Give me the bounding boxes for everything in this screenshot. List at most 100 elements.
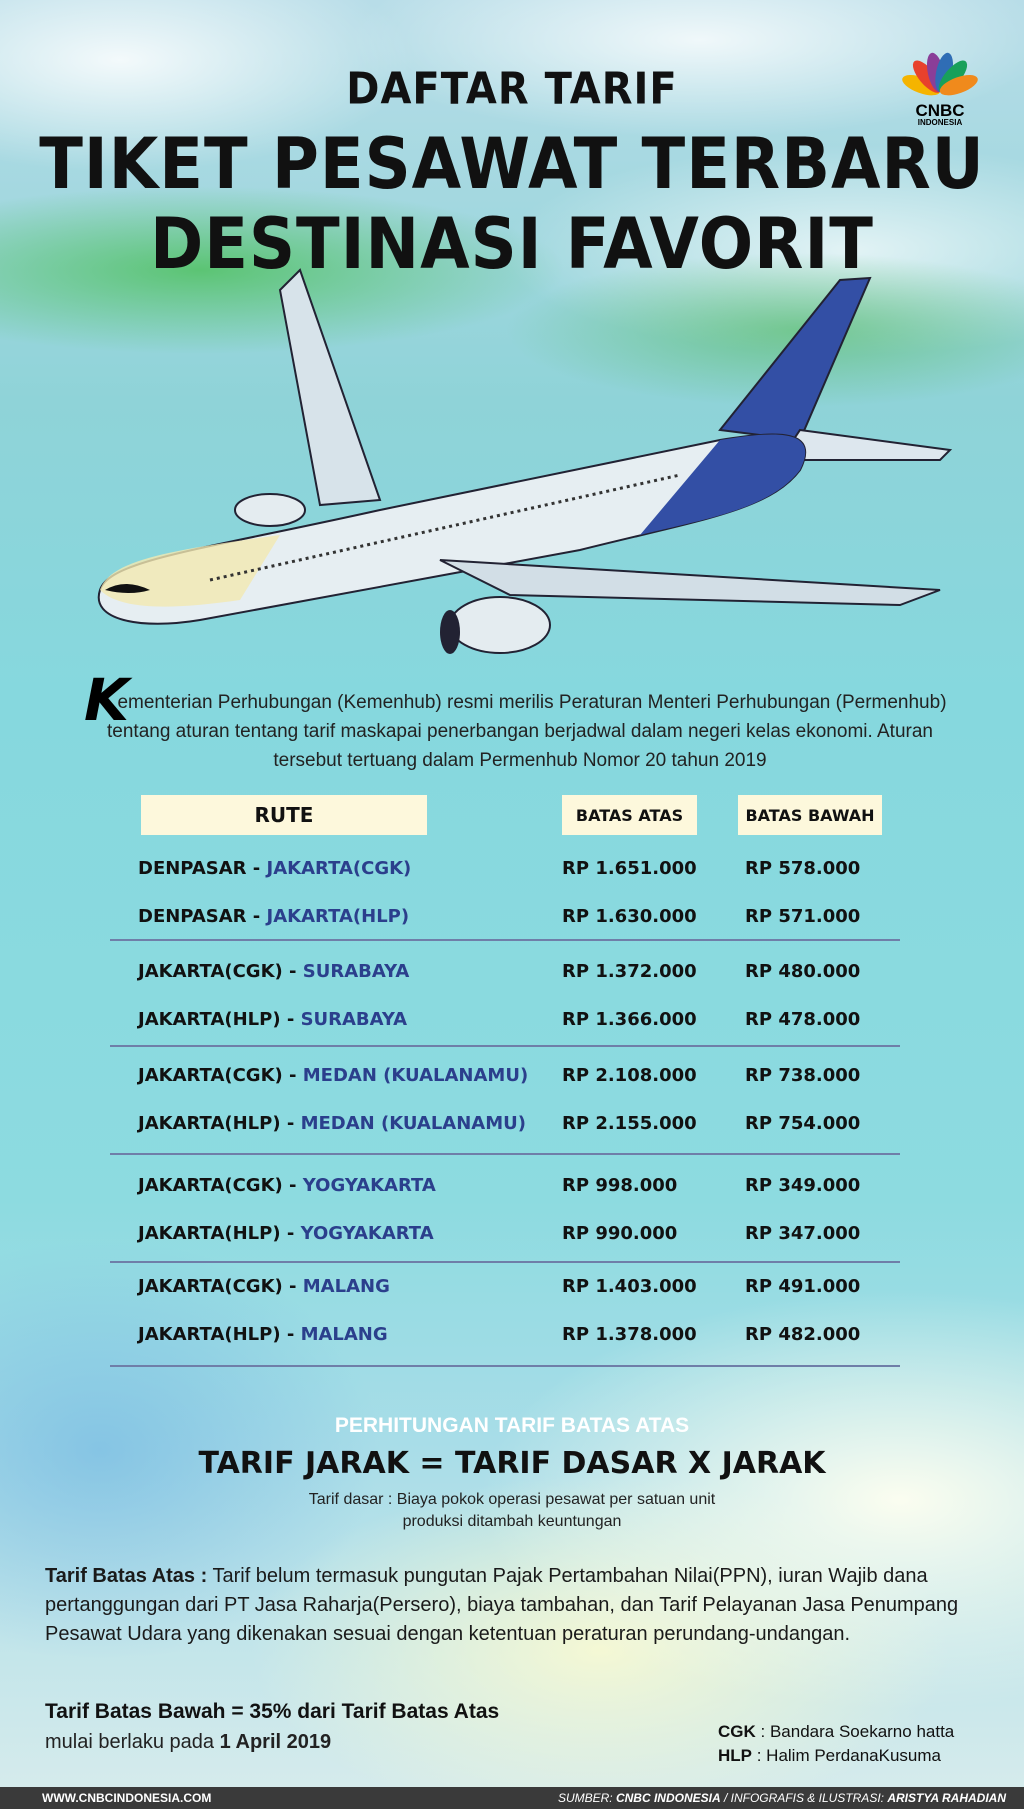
lower-fare: RP 478.000 bbox=[745, 1009, 861, 1030]
route-origin: DENPASAR - bbox=[138, 906, 267, 927]
route: JAKARTA(CGK) - MALANG bbox=[138, 1276, 390, 1297]
legend-cgk: CGK : Bandara Soekarno hatta bbox=[718, 1722, 954, 1742]
effective-date: 1 April 2019 bbox=[219, 1731, 332, 1753]
lower-fare: RP 482.000 bbox=[745, 1324, 861, 1345]
cnbc-logo: CNBC INDONESIA bbox=[898, 48, 982, 127]
route: DENPASAR - JAKARTA(HLP) bbox=[138, 906, 409, 927]
lower-definition: Tarif Batas Bawah = 35% dari Tarif Batas… bbox=[45, 1700, 500, 1723]
cgk-label: CGK bbox=[718, 1722, 756, 1741]
route: JAKARTA(HLP) - SURABAYA bbox=[138, 1009, 407, 1030]
intro-paragraph: K ementerian Perhubungan (Kemenhub) resm… bbox=[80, 666, 960, 775]
table-row: JAKARTA(CGK) - MEDAN (KUALANAMU) RP 2.108… bbox=[0, 1065, 1024, 1095]
upper-fare: RP 998.000 bbox=[562, 1175, 678, 1196]
route-destination: SURABAYA bbox=[302, 961, 410, 982]
table-row: JAKARTA(CGK) - SURABAYA RP 1.372.000 RP 48… bbox=[0, 961, 1024, 991]
logo-text: CNBC bbox=[915, 101, 965, 120]
upper-fare: RP 1.630.000 bbox=[562, 906, 697, 927]
route: DENPASAR - JAKARTA(CGK) bbox=[138, 858, 411, 879]
route-destination: JAKARTA(CGK) bbox=[266, 858, 412, 879]
calc-note-2: produksi ditambah keuntungan bbox=[402, 1513, 622, 1530]
legend-hlp: HLP : Halim PerdanaKusuma bbox=[718, 1746, 941, 1766]
intro-text: ementerian Perhubungan (Kemenhub) resmi … bbox=[107, 692, 947, 771]
upper-fare: RP 1.378.000 bbox=[562, 1324, 697, 1345]
table-row: JAKARTA(HLP) - YOGYAKARTA RP 990.000 RP 34… bbox=[0, 1223, 1024, 1253]
route-destination: MALANG bbox=[302, 1276, 390, 1297]
route-origin: JAKARTA(HLP) - bbox=[138, 1324, 301, 1345]
source-prefix: SUMBER: bbox=[557, 1791, 616, 1805]
upper-def-text: Tarif belum termasuk pungutan Pajak Pert… bbox=[45, 1565, 959, 1645]
route-origin: JAKARTA(HLP) - bbox=[138, 1113, 301, 1134]
table-row: JAKARTA(CGK) - MALANG RP 1.403.000 RP 491.… bbox=[0, 1276, 1024, 1306]
route-origin: JAKARTA(HLP) - bbox=[138, 1223, 301, 1244]
route-destination: MEDAN (KUALANAMU) bbox=[300, 1113, 526, 1134]
header-route: RUTE bbox=[141, 795, 427, 835]
table-row: DENPASAR - JAKARTA(HLP) RP 1.630.000 RP 57… bbox=[0, 906, 1024, 936]
route-destination: SURABAYA bbox=[300, 1009, 408, 1030]
airplane-illustration bbox=[97, 268, 953, 654]
upper-fare: RP 1.403.000 bbox=[562, 1276, 697, 1297]
title-line3: DESTINASI FAVORIT bbox=[150, 204, 874, 286]
title-line1: DAFTAR TARIF bbox=[346, 63, 678, 115]
footer-website[interactable]: WWW.CNBCINDONESIA.COM bbox=[42, 1791, 212, 1805]
lower-fare: RP 571.000 bbox=[745, 906, 861, 927]
upper-fare: RP 1.366.000 bbox=[562, 1009, 697, 1030]
source: CNBC INDONESIA bbox=[615, 1791, 721, 1805]
effective-date-line: mulai berlaku pada 1 April 2019 bbox=[45, 1731, 331, 1754]
calc-formula: TARIF JARAK = TARIF DASAR X JARAK bbox=[198, 1446, 826, 1481]
drop-cap: K bbox=[84, 666, 129, 734]
title-line2: TIKET PESAWAT TERBARU bbox=[39, 124, 985, 206]
route: JAKARTA(HLP) - MALANG bbox=[138, 1324, 388, 1345]
upper-fare: RP 990.000 bbox=[562, 1223, 678, 1244]
cgk-text: : Bandara Soekarno hatta bbox=[755, 1722, 955, 1741]
route-destination: MEDAN (KUALANAMU) bbox=[302, 1065, 529, 1086]
upper-fare: RP 1.651.000 bbox=[562, 858, 697, 879]
effective-prefix: mulai berlaku pada bbox=[45, 1731, 220, 1753]
row-divider bbox=[110, 939, 900, 941]
route: JAKARTA(CGK) - MEDAN (KUALANAMU) bbox=[138, 1065, 528, 1086]
lower-fare: RP 480.000 bbox=[745, 961, 861, 982]
route-origin: DENPASAR - bbox=[138, 858, 267, 879]
credit: ARISTYA RAHADIAN bbox=[887, 1791, 1006, 1805]
hlp-text: : Halim PerdanaKusuma bbox=[752, 1746, 941, 1765]
table-row: JAKARTA(HLP) - SURABAYA RP 1.366.000 RP 47… bbox=[0, 1009, 1024, 1039]
route-destination: MALANG bbox=[300, 1324, 388, 1345]
route: JAKARTA(CGK) - SURABAYA bbox=[138, 961, 409, 982]
upper-definition: Tarif Batas Atas : Tarif belum termasuk … bbox=[45, 1562, 965, 1649]
lower-fare: RP 578.000 bbox=[745, 858, 861, 879]
route-destination: JAKARTA(HLP) bbox=[266, 906, 410, 927]
route-origin: JAKARTA(CGK) - bbox=[138, 1065, 303, 1086]
lower-fare: RP 347.000 bbox=[745, 1223, 861, 1244]
route-origin: JAKARTA(HLP) - bbox=[138, 1009, 301, 1030]
hlp-label: HLP bbox=[718, 1746, 752, 1765]
route-origin: JAKARTA(CGK) - bbox=[138, 961, 303, 982]
row-divider bbox=[110, 1045, 900, 1047]
table-row: JAKARTA(HLP) - MALANG RP 1.378.000 RP 482.… bbox=[0, 1324, 1024, 1354]
table-row: JAKARTA(HLP) - MEDAN (KUALANAMU) RP 2.155… bbox=[0, 1113, 1024, 1143]
row-divider bbox=[110, 1153, 900, 1155]
lower-fare: RP 349.000 bbox=[745, 1175, 861, 1196]
route: JAKARTA(HLP) - MEDAN (KUALANAMU) bbox=[138, 1113, 526, 1134]
footer-credits: SUMBER: CNBC INDONESIA / INFOGRAFIS & IL… bbox=[558, 1791, 1006, 1805]
upper-def-label: Tarif Batas Atas : bbox=[45, 1565, 208, 1587]
peacock-icon bbox=[902, 52, 978, 96]
route-destination: YOGYAKARTA bbox=[300, 1223, 434, 1244]
route: JAKARTA(HLP) - YOGYAKARTA bbox=[138, 1223, 434, 1244]
upper-fare: RP 2.155.000 bbox=[562, 1113, 697, 1134]
upper-fare: RP 1.372.000 bbox=[562, 961, 697, 982]
credit-prefix: / INFOGRAFIS & ILUSTRASI: bbox=[720, 1791, 888, 1805]
route-origin: JAKARTA(CGK) - bbox=[138, 1175, 303, 1196]
lower-fare: RP 754.000 bbox=[745, 1113, 861, 1134]
header-upper: BATAS ATAS bbox=[562, 795, 697, 835]
calc-note-1: Tarif dasar : Biaya pokok operasi pesawa… bbox=[308, 1491, 716, 1508]
table-row: JAKARTA(CGK) - YOGYAKARTA RP 998.000 RP 34… bbox=[0, 1175, 1024, 1205]
route: JAKARTA(CGK) - YOGYAKARTA bbox=[138, 1175, 436, 1196]
logo-subtext: INDONESIA bbox=[917, 118, 963, 127]
header-lower: BATAS BAWAH bbox=[738, 795, 882, 835]
upper-fare: RP 2.108.000 bbox=[562, 1065, 697, 1086]
lower-fare: RP 491.000 bbox=[745, 1276, 861, 1297]
lower-fare: RP 738.000 bbox=[745, 1065, 861, 1086]
row-divider bbox=[110, 1365, 900, 1367]
row-divider bbox=[110, 1261, 900, 1263]
table-row: DENPASAR - JAKARTA(CGK) RP 1.651.000 RP 57… bbox=[0, 858, 1024, 888]
footer-bar: WWW.CNBCINDONESIA.COM SUMBER: CNBC INDON… bbox=[0, 1787, 1024, 1809]
